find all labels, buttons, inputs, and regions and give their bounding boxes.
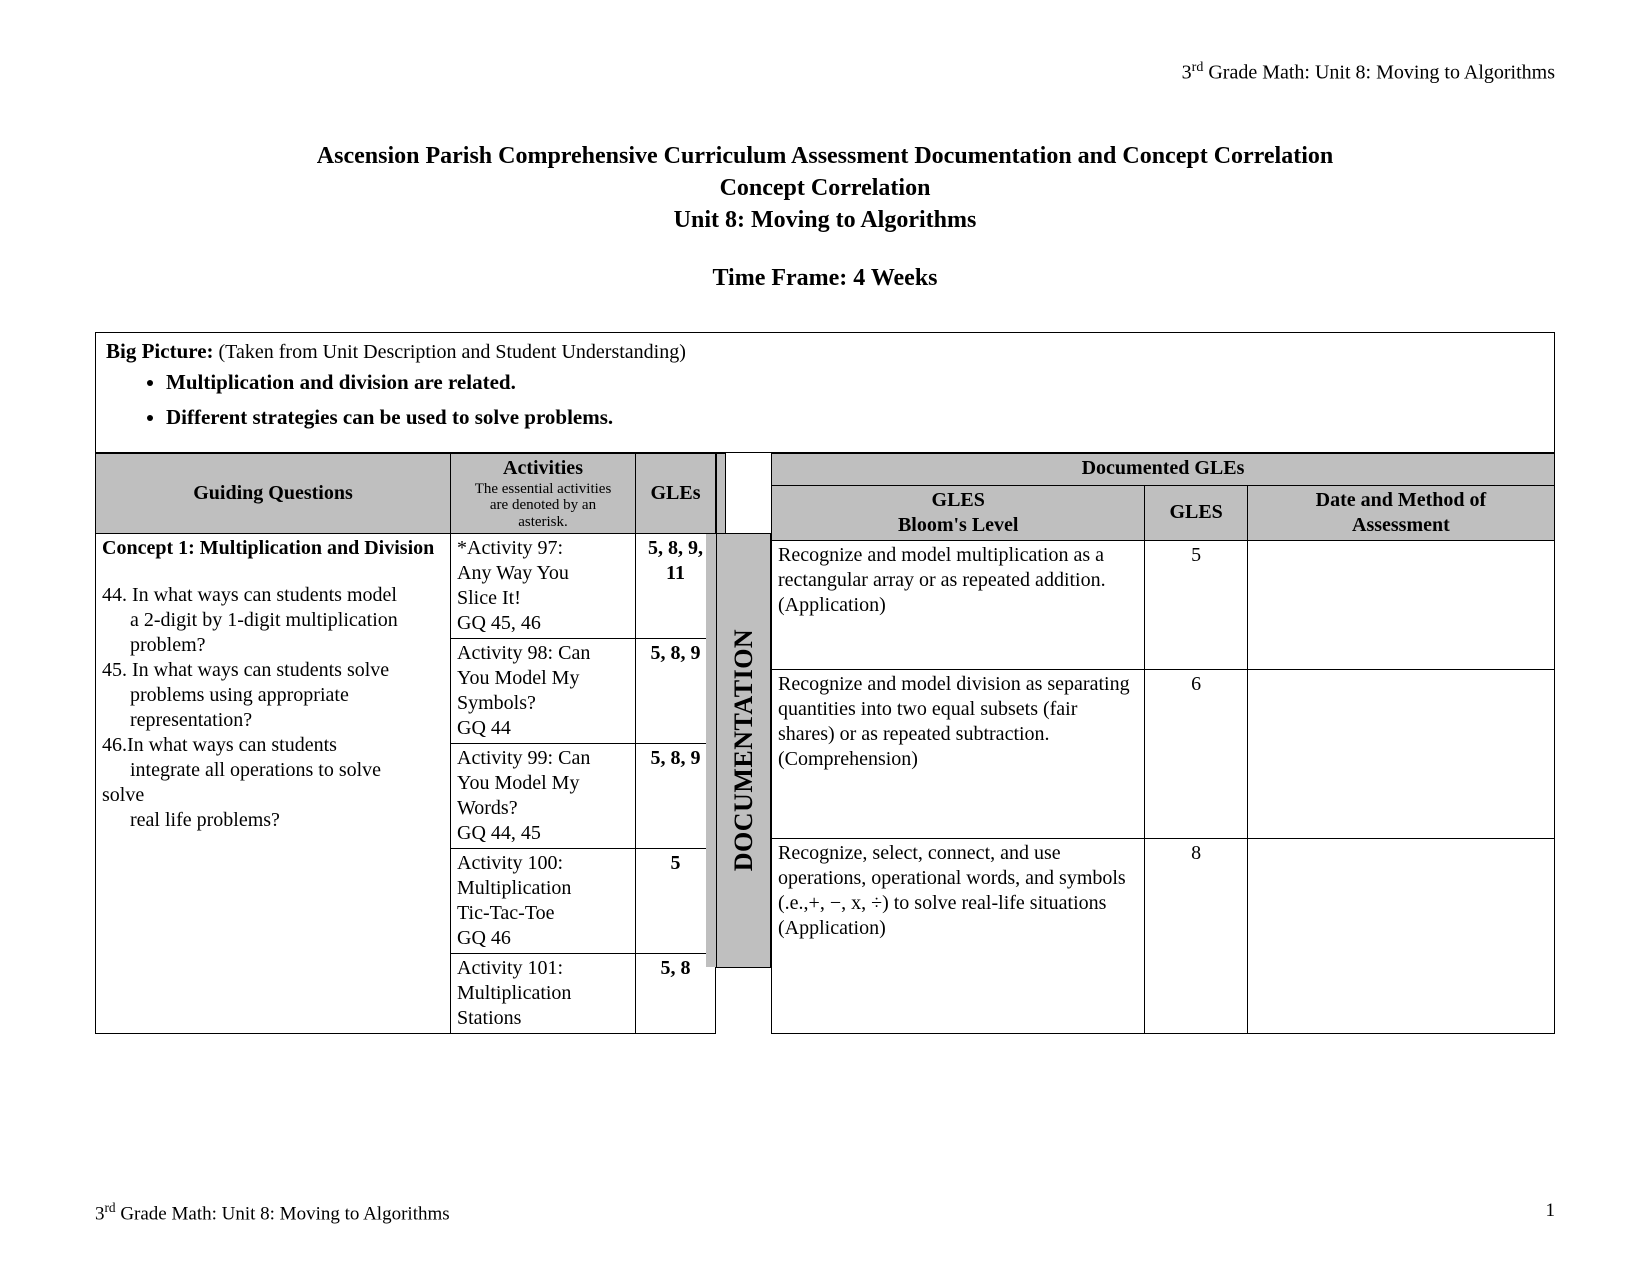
gles-cell: 5, 8 [636,953,716,1033]
gles-value: 6 [1145,669,1247,838]
activity-line: GQ 45, 46 [457,611,629,636]
bloom-cell: Recognize and model division as separati… [772,669,1145,838]
gles-value: 5 [1145,540,1247,669]
activity-line: Activity 101: [457,956,629,981]
title-line-2: Concept Correlation [95,172,1555,204]
guiding-questions-cell: Concept 1: Multiplication and Division 4… [96,533,451,1033]
activity-line: You Model My [457,666,629,691]
documentation-label: DOCUMENTATION [729,629,759,871]
activities-sub-2: are denoted by an [457,497,629,514]
gles-cell: 5, 8, 9 [636,743,716,848]
activity-line: Activity 99: Can [457,746,629,771]
gq-46-detail-2: real life problems? [102,808,444,833]
footer-page-number: 1 [1546,1200,1556,1225]
big-picture-bullet: Different strategies can be used to solv… [166,405,1544,430]
header-guiding-questions: Guiding Questions [96,453,451,533]
gles-cell: 5, 8, 9, 11 [636,533,716,638]
header-documented-gles: Documented GLEs [772,453,1555,485]
activities-sub-3: asterisk. [457,514,629,531]
activity-line: Stations [457,1006,629,1031]
header-date-method: Date and Method of Assessment [1247,485,1554,540]
gq-44: 44. In what ways can students model [102,583,444,608]
gq-45-detail: problems using appropriate representatio… [102,683,444,733]
footer-rest: Grade Math: Unit 8: Moving to Algorithms [116,1203,450,1224]
grade-suffix: rd [1192,60,1204,75]
timeframe: Time Frame: 4 Weeks [95,265,1555,292]
footer-suffix: rd [105,1200,116,1215]
activity-line: Multiplication [457,876,629,901]
bloom-cell: Recognize and model multiplication as a … [772,540,1145,669]
activity-line: Slice It! [457,586,629,611]
activity-line: Any Way You [457,561,629,586]
activity-line: *Activity 97: [457,536,629,561]
activity-line: Activity 100: [457,851,629,876]
activity-line: GQ 44 [457,716,629,741]
gles-value: 8 [1145,838,1247,1033]
activity-cell: Activity 100: Multiplication Tic-Tac-Toe… [451,848,636,953]
gq-46-detail: integrate all operations to solve [102,758,444,783]
header-line: Bloom's Level [778,513,1138,538]
title-block: Ascension Parish Comprehensive Curriculu… [95,140,1555,237]
activity-line: Symbols? [457,691,629,716]
date-method-cell [1247,838,1554,1033]
activities-label: Activities [503,457,583,479]
activity-cell: Activity 98: Can You Model My Symbols? G… [451,638,636,743]
big-picture-box: Big Picture: (Taken from Unit Descriptio… [95,332,1555,453]
activity-line: GQ 46 [457,926,629,951]
header-activities: Activities The essential activities are … [451,453,636,533]
concept-title: Concept 1: Multiplication and Division [102,536,444,561]
title-line-3: Unit 8: Moving to Algorithms [95,204,1555,236]
gq-46-solve: solve [102,783,444,808]
footer-grade: 3 [95,1203,105,1224]
header-gles-bloom: GLES Bloom's Level [772,485,1145,540]
left-table: Guiding Questions Activities The essenti… [95,453,716,1034]
date-method-cell [1247,540,1554,669]
gles-cell: 5, 8, 9 [636,638,716,743]
footer-left: 3rd Grade Math: Unit 8: Moving to Algori… [95,1200,450,1225]
right-table: Documented GLEs GLES Bloom's Level GLES … [771,453,1555,1034]
activity-cell: Activity 99: Can You Model My Words? GQ … [451,743,636,848]
big-picture-bullet: Multiplication and division are related. [166,370,1544,395]
big-picture-title: Big Picture: (Taken from Unit Descriptio… [106,339,1544,364]
activity-line: You Model My [457,771,629,796]
title-line-1: Ascension Parish Comprehensive Curriculu… [95,140,1555,172]
header-line: Date and Method of [1254,488,1548,513]
gq-46: 46.In what ways can students [102,733,444,758]
big-picture-label: Big Picture: [106,339,214,363]
header-gles: GLEs [636,453,716,533]
activity-cell: *Activity 97: Any Way You Slice It! GQ 4… [451,533,636,638]
header-unit: Grade Math: Unit 8: Moving to Algorithms [1203,62,1555,84]
bloom-cell: Recognize, select, connect, and use oper… [772,838,1145,1033]
header-line: Assessment [1254,513,1548,538]
grade-number: 3 [1182,62,1192,84]
activity-line: Words? [457,796,629,821]
page-footer: 3rd Grade Math: Unit 8: Moving to Algori… [95,1200,1555,1225]
big-picture-sublabel: (Taken from Unit Description and Student… [214,341,686,363]
gq-45: 45. In what ways can students solve [102,658,444,683]
documentation-column: DOCUMENTATION [716,533,771,968]
activity-line: Activity 98: Can [457,641,629,666]
header-gles-2: GLES [1145,485,1247,540]
gles-cell: 5 [636,848,716,953]
activities-sub-1: The essential activities [457,481,629,498]
header-line: GLES [778,488,1138,513]
activity-line: Tic-Tac-Toe [457,901,629,926]
activity-line: GQ 44, 45 [457,821,629,846]
page-header: 3rd Grade Math: Unit 8: Moving to Algori… [95,60,1555,85]
gq-44-detail: a 2-digit by 1-digit multiplication prob… [102,608,444,658]
main-grid: Guiding Questions Activities The essenti… [95,453,1555,1034]
big-picture-list: Multiplication and division are related.… [106,370,1544,430]
activity-cell: Activity 101: Multiplication Stations [451,953,636,1033]
date-method-cell [1247,669,1554,838]
activity-line: Multiplication [457,981,629,1006]
